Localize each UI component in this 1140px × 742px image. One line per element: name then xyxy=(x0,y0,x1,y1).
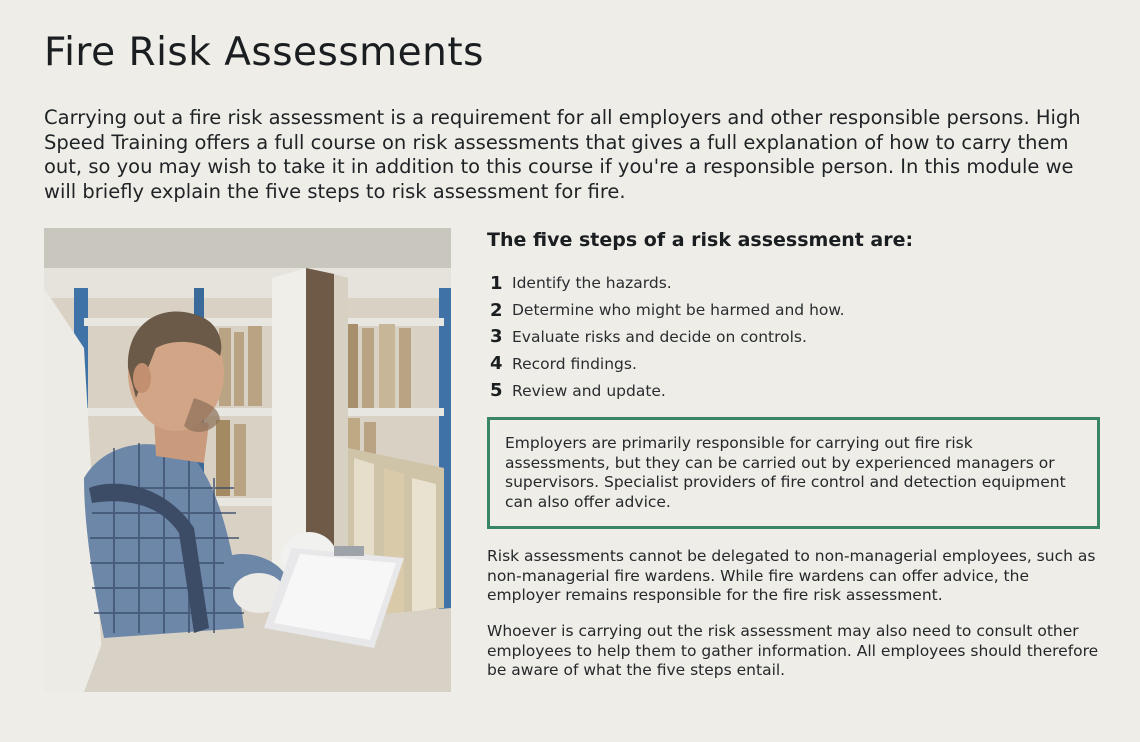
step-number: 4 xyxy=(490,353,503,375)
list-item: 4 Record findings. xyxy=(490,350,845,377)
list-item: 3 Evaluate risks and decide on controls. xyxy=(490,324,845,351)
steps-heading: The five steps of a risk assessment are: xyxy=(487,229,914,251)
callout-box: Employers are primarily responsible for … xyxy=(487,417,1100,529)
step-text: Identify the hazards. xyxy=(512,274,672,293)
step-number: 3 xyxy=(490,326,503,348)
list-item: 5 Review and update. xyxy=(490,377,845,404)
page-title: Fire Risk Assessments xyxy=(44,30,484,75)
step-text: Evaluate risks and decide on controls. xyxy=(512,327,807,346)
intro-paragraph: Carrying out a fire risk assessment is a… xyxy=(44,106,1081,203)
step-text: Determine who might be harmed and how. xyxy=(512,301,845,320)
step-number: 5 xyxy=(490,380,503,402)
worker-with-clipboard-image xyxy=(44,228,451,692)
step-text: Review and update. xyxy=(512,381,666,400)
list-item: 2 Determine who might be harmed and how. xyxy=(490,297,845,324)
delegation-paragraph: Risk assessments cannot be delegated to … xyxy=(487,547,1096,604)
list-item: 1 Identify the hazards. xyxy=(490,270,845,297)
steps-list: 1 Identify the hazards. 2 Determine who … xyxy=(490,270,845,404)
consultation-paragraph: Whoever is carrying out the risk assessm… xyxy=(487,622,1099,679)
step-number: 2 xyxy=(490,299,503,321)
step-number: 1 xyxy=(490,272,503,294)
step-text: Record findings. xyxy=(512,354,637,373)
